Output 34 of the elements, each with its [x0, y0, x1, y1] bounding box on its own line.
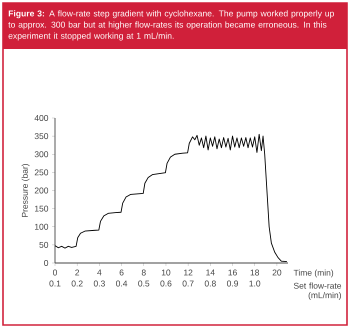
x-tick-label: 4 [97, 270, 102, 276]
y-tick-label: 50 [39, 242, 48, 248]
x-tick-label: 16 [228, 270, 237, 276]
x-axis-title: Time (min) [294, 270, 334, 278]
x-tick-label: 18 [250, 270, 260, 276]
y-axis-title: Pressure (bar) [22, 164, 30, 217]
y-tick-label: 150 [34, 206, 48, 212]
x-tick-label: 0 [52, 270, 58, 276]
x2-tick-label: 0.3 [94, 280, 105, 287]
x-tick-label: 12 [184, 270, 192, 276]
x-tick-label: 10 [162, 270, 170, 276]
x-tick-label: 8 [142, 270, 146, 276]
x2-tick-label: 0.5 [138, 280, 150, 287]
y-tick-label: 100 [34, 224, 48, 230]
x2-tick-label: 0.6 [160, 280, 172, 287]
x2-tick-label: 0.9 [226, 280, 238, 287]
y-tick-label: 400 [34, 115, 48, 121]
x2-tick-label: 0.1 [49, 280, 60, 287]
y-tick-label: 0 [44, 260, 48, 266]
x2-axis-title: Set flow-rate (mL/min) [294, 282, 342, 300]
chart-title: Figure 3: A flow-rate step gradient with cyclohexane. The pump worked properly up to approx. 300 bar but at higher flow-rates its operation became erroneous. In this experiment it stopped working at 1 mL/min. [8, 10, 334, 41]
x-tick-label: 6 [120, 270, 124, 276]
y-tick-label: 300 [34, 151, 48, 158]
x-tick-label: 2 [75, 270, 80, 276]
x2-tick-label: 1.0 [249, 280, 260, 287]
y-tick-label: 250 [34, 169, 48, 176]
x2-tick-label: 0.2 [72, 280, 83, 287]
x-tick-label: 20 [272, 270, 282, 276]
x-tick-label: 14 [206, 270, 215, 276]
y-tick-label: 200 [34, 188, 48, 194]
x2-tick-label: 0.7 [182, 280, 194, 287]
y-tick-label: 350 [34, 133, 48, 140]
x2-tick-label: 0.4 [116, 280, 128, 287]
x2-tick-label: 0.8 [204, 280, 216, 287]
